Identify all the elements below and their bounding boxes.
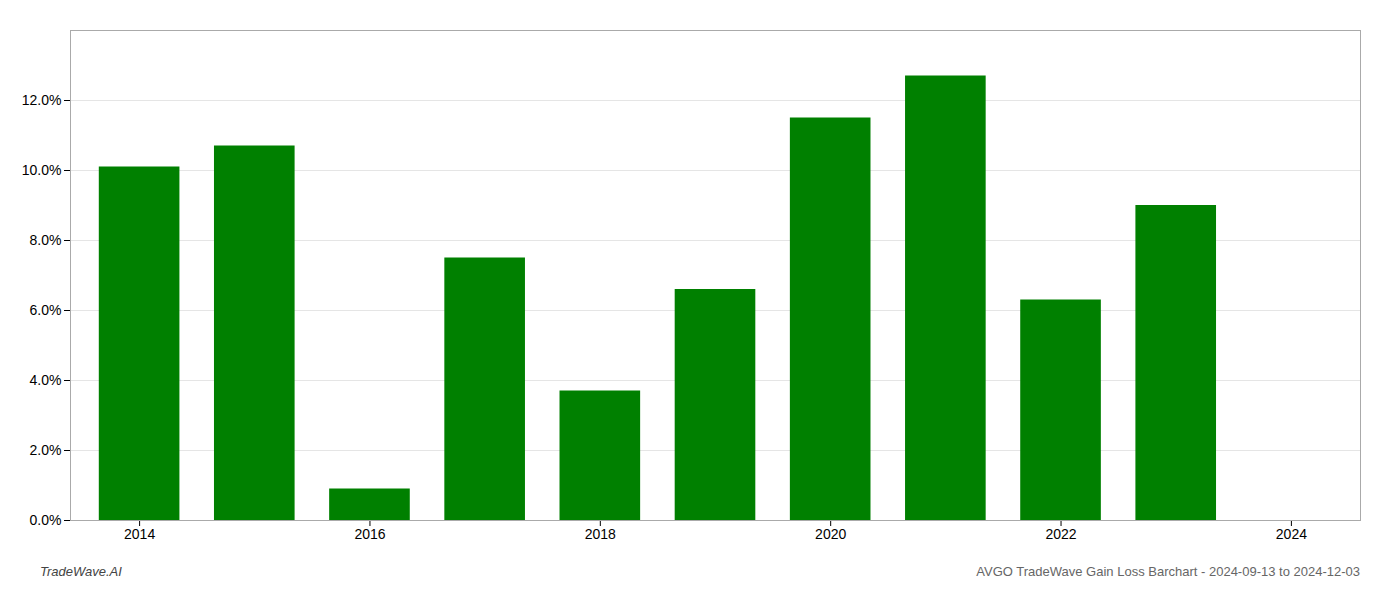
svg-text:6.0%: 6.0%	[30, 302, 62, 318]
html-text:TradeWave.AI: TradeWave.AI	[40, 564, 122, 579]
svg-text:2020: 2020	[815, 526, 846, 542]
svg-text:2014: 2014	[124, 526, 155, 542]
svg-text:2018: 2018	[585, 526, 616, 542]
svg-text:4.0%: 4.0%	[30, 372, 62, 388]
svg-text:2022: 2022	[1045, 526, 1076, 542]
svg-text:0.0%: 0.0%	[30, 512, 62, 528]
svg-text:2024: 2024	[1276, 526, 1307, 542]
svg-text:10.0%: 10.0%	[22, 162, 62, 178]
html-text:AVGO TradeWave Gain Loss Barch: AVGO TradeWave Gain Loss Barchart - 2024…	[976, 564, 1360, 579]
svg-text:8.0%: 8.0%	[30, 232, 62, 248]
svg-text:2016: 2016	[354, 526, 385, 542]
svg-text:12.0%: 12.0%	[22, 92, 62, 108]
svg-text:2.0%: 2.0%	[30, 442, 62, 458]
